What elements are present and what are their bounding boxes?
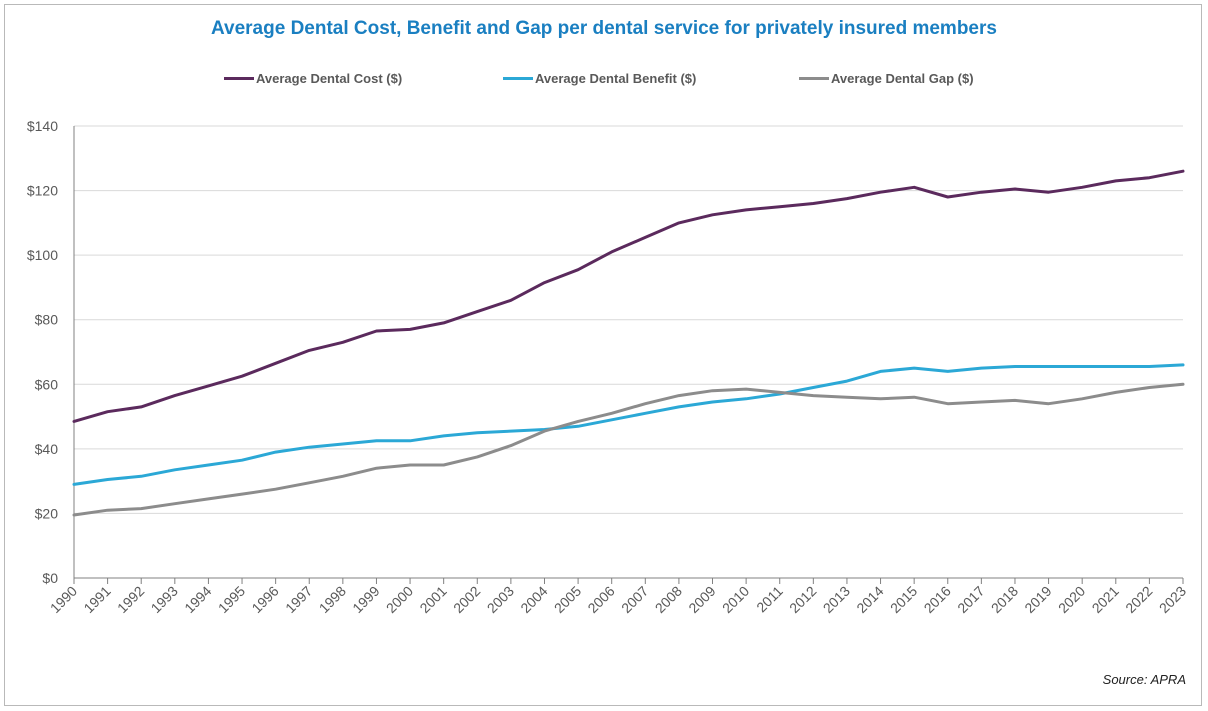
x-tick-label: 2016 (921, 583, 954, 616)
y-tick-label: $120 (27, 183, 58, 199)
x-tick-label: 2018 (988, 583, 1021, 616)
y-tick-label: $100 (27, 247, 58, 263)
x-tick-label: 2014 (853, 583, 886, 616)
x-tick-label: 2019 (1021, 583, 1054, 616)
x-tick-label: 1996 (248, 583, 281, 616)
legend-item-gap: Average Dental Gap ($) (799, 68, 974, 88)
legend-swatch-cost (224, 76, 254, 80)
series-line-cost (72, 169, 1185, 423)
x-tick-label: 1998 (316, 583, 349, 616)
x-tick-label: 2001 (416, 583, 449, 616)
x-tick-label: 2013 (820, 583, 853, 616)
x-tick-label: 2008 (652, 583, 685, 616)
x-tick-label: 1993 (148, 583, 181, 616)
y-tick-label: $140 (27, 118, 58, 134)
x-tick-label: 2020 (1055, 583, 1088, 616)
chart-title: Average Dental Cost, Benefit and Gap per… (211, 18, 997, 39)
chart-legend: Average Dental Cost ($) Average Dental B… (0, 68, 1208, 88)
chart-frame (4, 4, 1202, 706)
x-tick-label: 2009 (685, 583, 718, 616)
x-tick-label: 1992 (114, 583, 147, 616)
legend-item-cost: Average Dental Cost ($) (224, 68, 402, 88)
x-tick-label: 2011 (753, 583, 786, 616)
x-tick-label: 2000 (383, 583, 416, 616)
x-tick-label: 2022 (1122, 583, 1155, 616)
y-tick-label: $80 (35, 312, 59, 328)
y-tick-label: $20 (35, 505, 59, 521)
legend-label-gap: Average Dental Gap ($) (831, 70, 974, 86)
x-tick-label: 2006 (584, 583, 617, 616)
x-tick-label: 2023 (1156, 583, 1189, 616)
x-tick-label: 1994 (181, 583, 214, 616)
x-tick-label: 2015 (887, 583, 920, 616)
y-tick-label: $60 (35, 376, 59, 392)
x-tick-label: 2007 (618, 583, 651, 616)
legend-label-cost: Average Dental Cost ($) (256, 70, 403, 86)
x-tick-label: 2003 (484, 583, 517, 616)
legend-label-benefit: Average Dental Benefit ($) (535, 70, 697, 86)
source-note: Source: APRA (1102, 672, 1186, 687)
y-tick-label: $40 (35, 441, 59, 457)
x-tick-label: 1991 (80, 583, 113, 616)
legend-swatch-benefit (503, 76, 533, 80)
x-tick-label: 1997 (282, 583, 315, 616)
x-tick-label: 2012 (786, 583, 819, 616)
legend-swatch-gap (799, 76, 829, 80)
x-tick-label: 2005 (551, 583, 584, 616)
series-line-benefit (72, 363, 1185, 486)
y-tick-label: $0 (42, 570, 58, 586)
x-tick-label: 1990 (47, 583, 80, 616)
x-tick-label: 2010 (719, 583, 752, 616)
x-tick-label: 1999 (349, 583, 382, 616)
x-tick-label: 2004 (517, 583, 550, 616)
series-line-gap (72, 382, 1185, 517)
legend-item-benefit: Average Dental Benefit ($) (503, 68, 696, 88)
x-tick-label: 1995 (215, 583, 248, 616)
x-tick-label: 2021 (1089, 583, 1122, 616)
x-tick-label: 2002 (450, 583, 483, 616)
x-tick-label: 2017 (954, 583, 987, 616)
